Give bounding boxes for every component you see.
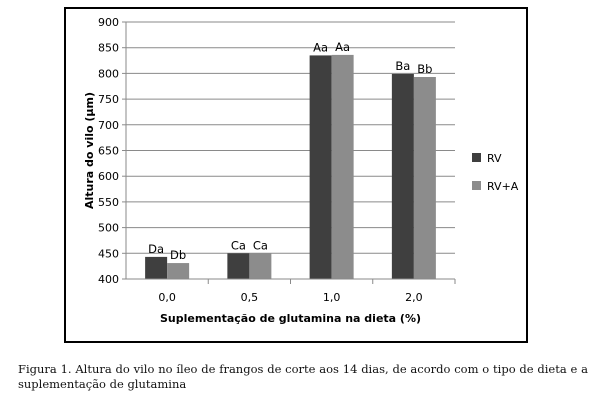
legend-label: RV [487,152,502,165]
y-tick-label: 400 [98,273,119,286]
figure-caption: Figura 1. Altura do vilo no íleo de fran… [18,362,588,391]
y-tick-label: 750 [98,93,119,106]
y-tick-label: 500 [98,222,119,235]
bar-data-label: Aa [335,40,350,54]
y-tick-label: 700 [98,119,119,132]
bar-data-label: Da [148,242,164,256]
legend-swatch [472,153,481,162]
y-tick-label: 900 [98,16,119,29]
y-tick-label: 450 [98,247,119,260]
y-tick-label: 600 [98,170,119,183]
bar [249,253,272,279]
bar [309,55,332,279]
y-tick-label: 800 [98,67,119,80]
y-tick-label: 650 [98,145,119,158]
bar-data-label: Aa [313,40,328,54]
bar [227,253,250,279]
bar-labels: Da Db Ca Ca Aa Aa Ba Bb [148,40,432,262]
bar-data-label: Ba [395,59,410,73]
bar [331,54,354,280]
bar [145,256,168,279]
legend: RV RV+A [472,152,519,193]
x-tick-label: 2,0 [405,291,423,304]
legend-swatch [472,181,481,190]
y-tick-label: 550 [98,196,119,209]
bar-data-label: Bb [417,62,432,76]
bar-data-label: Db [170,248,186,262]
figure-frame [64,7,528,343]
bar-data-label: Ca [253,238,268,252]
y-tick-label: 850 [98,42,119,55]
bar [413,76,436,279]
bar [391,73,414,279]
x-tick-label: 1,0 [323,291,341,304]
x-tick-label: 0,0 [158,291,176,304]
x-tick-label: 0,5 [241,291,259,304]
legend-label: RV+A [487,180,519,193]
bar-data-label: Ca [231,238,246,252]
bar [167,263,190,279]
x-axis-title: Suplementação de glutamina na dieta (%) [160,312,421,325]
x-axis-ticks: 0,0 0,5 1,0 2,0 [158,279,456,304]
y-axis-title: Altura do vilo (µm) [83,92,96,209]
bars [145,54,436,280]
y-axis-ticks: 400 450 500 550 600 650 700 750 800 850 900 [98,16,126,286]
